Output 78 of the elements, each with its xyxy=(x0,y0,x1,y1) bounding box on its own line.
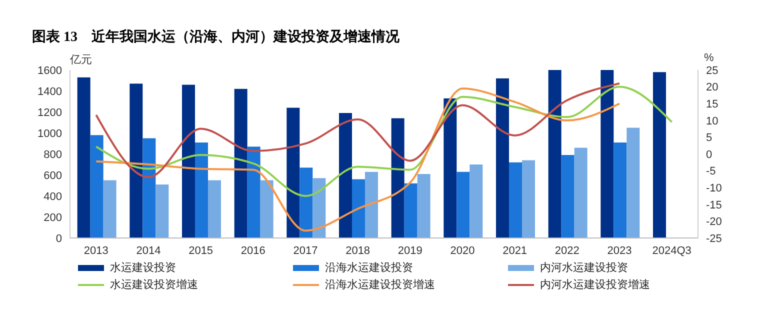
y2-tick-label: -25 xyxy=(706,232,722,245)
bar xyxy=(626,128,640,238)
bar xyxy=(156,184,169,238)
x-tick-label: 2015 xyxy=(188,244,214,257)
bar xyxy=(300,168,313,238)
bar xyxy=(182,84,195,238)
bar xyxy=(312,178,326,238)
x-tick-label: 2024Q3 xyxy=(652,244,692,257)
y2-tick-label: 0 xyxy=(706,148,712,161)
y2-tick-label: 10 xyxy=(706,115,718,128)
y2-tick-label: -10 xyxy=(706,182,722,195)
x-tick-label: 2018 xyxy=(346,244,370,257)
bar xyxy=(470,164,483,238)
x-tick-label: 2023 xyxy=(607,244,632,257)
x-tick-label: 2022 xyxy=(554,244,580,257)
y2-tick-label: -5 xyxy=(706,166,716,178)
bar xyxy=(364,172,378,238)
bar xyxy=(90,135,104,238)
bar xyxy=(338,113,352,238)
bar xyxy=(652,72,666,238)
bar xyxy=(417,174,430,238)
y-tick-label: 800 xyxy=(44,148,62,161)
line-series xyxy=(95,86,673,197)
x-tick-label: 2017 xyxy=(293,244,318,257)
y-axis-title: 亿元 xyxy=(70,53,92,67)
bar xyxy=(600,70,614,238)
bar xyxy=(574,148,588,238)
bar xyxy=(508,162,522,238)
y2-tick-label: -20 xyxy=(706,216,722,228)
bar xyxy=(352,179,365,238)
y-tick-label: 1200 xyxy=(38,106,62,119)
bar xyxy=(614,142,627,238)
y-tick-label: 200 xyxy=(44,212,62,224)
bar xyxy=(260,180,274,238)
legend-label: 沿海水运建设投资 xyxy=(325,261,413,275)
y2-axis-title: % xyxy=(704,52,714,64)
chart-title: 图表 13 近年我国水运（沿海、内河）建设投资及增速情况 xyxy=(32,28,400,47)
x-tick-label: 2020 xyxy=(450,244,475,257)
bar xyxy=(142,138,156,238)
bar xyxy=(548,70,562,238)
y2-tick-label: 25 xyxy=(706,64,718,77)
bar xyxy=(208,180,221,238)
y2-tick-label: -15 xyxy=(706,199,722,212)
x-tick-label: 2014 xyxy=(136,244,161,257)
bar xyxy=(391,118,404,238)
bar xyxy=(247,146,260,238)
bar xyxy=(103,180,116,238)
x-tick-label: 2016 xyxy=(240,244,266,257)
line-series xyxy=(95,87,620,232)
y-tick-label: 1600 xyxy=(38,64,62,77)
x-tick-label: 2021 xyxy=(502,244,528,257)
legend-label: 沿海水运建设投资增速 xyxy=(325,278,435,292)
bar xyxy=(404,183,418,238)
y-tick-label: 1400 xyxy=(38,86,62,98)
bar xyxy=(130,84,143,238)
legend-label: 内河水运建设投资增速 xyxy=(540,278,650,292)
y2-tick-label: 5 xyxy=(706,132,712,144)
bar xyxy=(522,160,535,238)
y-tick-label: 0 xyxy=(56,232,62,245)
bar xyxy=(234,88,248,238)
legend-label: 水运建设投资 xyxy=(110,261,176,275)
line-series xyxy=(95,82,620,178)
bar xyxy=(194,142,208,238)
y-tick-label: 1000 xyxy=(38,128,62,140)
bar xyxy=(496,78,509,238)
legend-label: 水运建设投资增速 xyxy=(110,278,198,292)
bar xyxy=(456,172,470,238)
y-tick-label: 400 xyxy=(44,190,62,203)
bar xyxy=(286,108,300,238)
y-tick-label: 600 xyxy=(44,170,62,182)
bar xyxy=(77,77,90,238)
bar xyxy=(561,155,574,238)
x-tick-label: 2013 xyxy=(84,244,108,257)
y2-tick-label: 15 xyxy=(706,98,718,111)
legend-label: 内河水运建设投资 xyxy=(540,261,628,275)
y2-tick-label: 20 xyxy=(706,82,718,94)
bar xyxy=(444,98,457,238)
x-tick-label: 2019 xyxy=(398,244,422,257)
